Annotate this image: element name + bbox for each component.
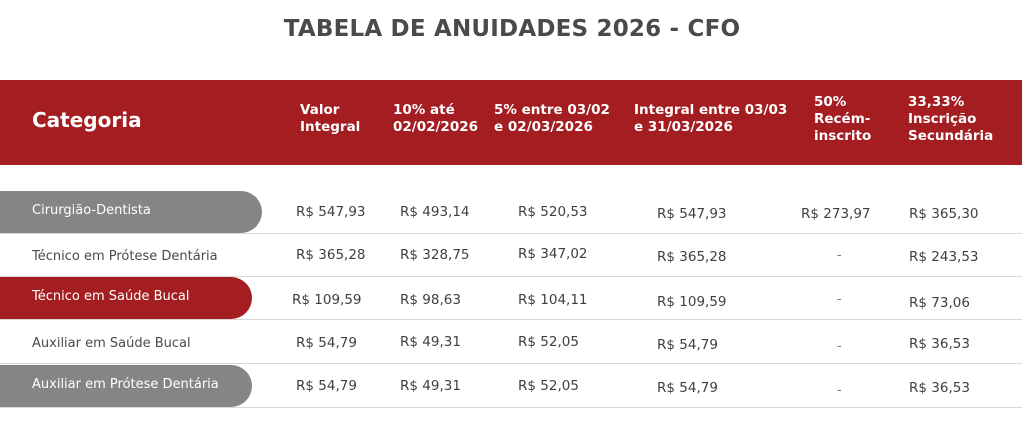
category-label: Cirurgião-Dentista <box>32 203 151 218</box>
valor-ate-0202: R$ 98,63 <box>400 292 461 308</box>
header-valor-integral: Valor Integral <box>300 102 360 136</box>
valor-entre-0303-3103: R$ 365,28 <box>657 249 727 265</box>
valor-entre-0302-0203: R$ 52,05 <box>518 378 579 394</box>
header-line: 33,33% <box>908 94 965 110</box>
valor-recem-inscrito: - <box>837 383 842 398</box>
header-line: Secundária <box>908 128 994 144</box>
header-line: 02/02/2026 <box>393 119 479 135</box>
valor-ate-0202: R$ 49,31 <box>400 378 461 394</box>
valor-entre-0302-0203: R$ 520,53 <box>518 204 588 220</box>
valor-ate-0202: R$ 49,31 <box>400 334 461 350</box>
valor-inscricao-secundaria: R$ 365,30 <box>909 206 979 222</box>
valor-inscricao-secundaria: R$ 73,06 <box>909 295 970 311</box>
table-header: Categoria Valor Integral 10% até 02/02/2… <box>0 80 1022 165</box>
valor-recem-inscrito: - <box>837 339 842 354</box>
valor-integral: R$ 54,79 <box>296 378 357 394</box>
valor-inscricao-secundaria: R$ 36,53 <box>909 380 970 396</box>
category-label: Auxiliar em Saúde Bucal <box>32 336 191 351</box>
valor-entre-0302-0203: R$ 52,05 <box>518 334 579 350</box>
category-label: Técnico em Saúde Bucal <box>32 289 190 304</box>
header-recem-inscrito: 50% Recém- inscrito <box>814 94 871 145</box>
valor-integral: R$ 109,59 <box>292 292 362 308</box>
page-title: TABELA DE ANUIDADES 2026 - CFO <box>283 16 741 42</box>
header-line: Integral entre 03/03 <box>634 102 788 118</box>
valor-inscricao-secundaria: R$ 243,53 <box>909 249 979 265</box>
category-pill <box>0 277 252 319</box>
table-row: Técnico em Saúde Bucal R$ 109,59 R$ 98,6… <box>0 277 1022 320</box>
header-line: e 02/03/2026 <box>494 119 593 135</box>
category-pill <box>0 191 262 233</box>
valor-entre-0303-3103: R$ 547,93 <box>657 206 727 222</box>
table-row: Técnico em Prótese Dentária R$ 365,28 R$… <box>0 234 1022 277</box>
header-line: 5% entre 03/02 <box>494 102 610 118</box>
valor-recem-inscrito: - <box>837 292 842 307</box>
valor-entre-0303-3103: R$ 54,79 <box>657 380 718 396</box>
valor-recem-inscrito: - <box>837 248 842 263</box>
header-categoria: Categoria <box>32 108 142 132</box>
valor-entre-0302-0203: R$ 347,02 <box>518 246 588 262</box>
valor-entre-0302-0203: R$ 104,11 <box>518 292 588 308</box>
table-row: Cirurgião-Dentista R$ 547,93 R$ 493,14 R… <box>0 191 1022 234</box>
table-row: Auxiliar em Prótese Dentária R$ 54,79 R$… <box>0 365 1022 408</box>
table-row: Auxiliar em Saúde Bucal R$ 54,79 R$ 49,3… <box>0 321 1022 364</box>
header-line: Valor <box>300 102 340 118</box>
header-inscricao-secundaria: 33,33% Inscrição Secundária <box>908 94 993 145</box>
category-label: Técnico em Prótese Dentária <box>32 249 218 264</box>
category-pill <box>0 365 252 407</box>
header-entre-0302-0203: 5% entre 03/02 e 02/03/2026 <box>494 102 610 136</box>
valor-recem-inscrito: R$ 273,97 <box>801 206 871 222</box>
header-line: Integral <box>300 119 361 135</box>
header-line: e 31/03/2026 <box>634 119 733 135</box>
valor-integral: R$ 365,28 <box>296 247 366 263</box>
valor-integral: R$ 547,93 <box>296 204 366 220</box>
header-line: inscrito <box>814 128 872 144</box>
valor-entre-0303-3103: R$ 54,79 <box>657 337 718 353</box>
valor-ate-0202: R$ 328,75 <box>400 247 470 263</box>
header-line: Inscrição <box>908 111 977 127</box>
category-label: Auxiliar em Prótese Dentária <box>32 377 219 392</box>
valor-entre-0303-3103: R$ 109,59 <box>657 294 727 310</box>
header-entre-0303-3103: Integral entre 03/03 e 31/03/2026 <box>634 102 787 136</box>
header-line: Recém- <box>814 111 871 127</box>
valor-integral: R$ 54,79 <box>296 335 357 351</box>
header-line: 50% <box>814 94 847 110</box>
header-line: 10% até <box>393 102 455 118</box>
valor-ate-0202: R$ 493,14 <box>400 204 470 220</box>
valor-inscricao-secundaria: R$ 36,53 <box>909 336 970 352</box>
header-ate-0202: 10% até 02/02/2026 <box>393 102 478 136</box>
